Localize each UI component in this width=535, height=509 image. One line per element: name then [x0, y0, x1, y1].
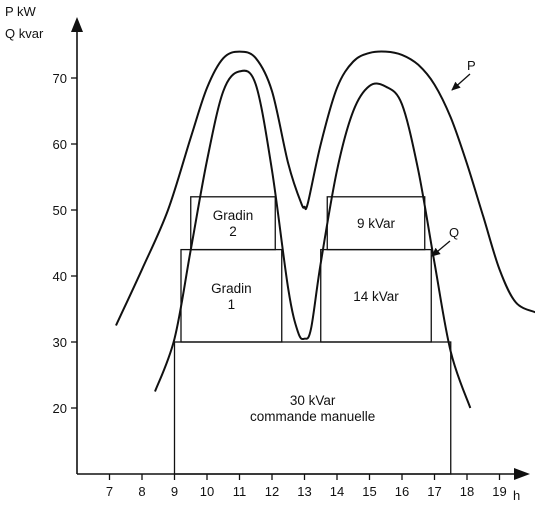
y-tick-label: 70: [53, 71, 67, 86]
x-axis-arrow: [514, 468, 530, 480]
capacitor-step-label: Gradin: [211, 281, 252, 296]
y-tick-label: 40: [53, 269, 67, 284]
capacitor-step-label: 9 kVar: [357, 216, 396, 231]
capacitor-step-box: [190, 196, 276, 251]
x-axis-unit: h: [513, 488, 520, 503]
x-tick-label: 9: [171, 484, 178, 499]
capacitor-step-label: 1: [228, 297, 236, 312]
curves-layer: [115, 50, 535, 409]
curve-label-p: P: [467, 58, 476, 73]
x-tick-label: 12: [265, 484, 279, 499]
series-line-q: [154, 69, 472, 409]
y-tick-label: 30: [53, 335, 67, 350]
y-tick-label: 20: [53, 401, 67, 416]
series-line-p: [115, 50, 535, 326]
y-tick-label: 50: [53, 203, 67, 218]
y-axis-title-line2: Q kvar: [5, 26, 44, 41]
capacitor-step-label: Gradin: [213, 208, 254, 223]
curve-pointer-p: [451, 73, 471, 91]
x-tick-label: 11: [233, 484, 247, 499]
x-tick-label: 15: [362, 484, 376, 499]
capacitor-step-box: [173, 341, 452, 475]
curve-label-q: Q: [449, 225, 459, 240]
y-axis-title-line1: P kW: [5, 4, 37, 19]
x-tick-label: 18: [460, 484, 474, 499]
x-tick-label: 13: [297, 484, 311, 499]
capacitor-step-label: commande manuelle: [250, 409, 375, 424]
capacitor-step-label: 30 kVar: [290, 393, 336, 408]
capacitor-step-label: 14 kVar: [353, 289, 399, 304]
x-tick-label: 16: [395, 484, 409, 499]
x-tick-label: 14: [330, 484, 344, 499]
capacitor-step-label: 2: [229, 224, 237, 239]
y-axis-arrow: [71, 17, 83, 32]
x-tick-label: 7: [106, 484, 113, 499]
curve-pointer-q: [431, 240, 451, 257]
x-tick-label: 19: [492, 484, 506, 499]
x-tick-label: 10: [200, 484, 214, 499]
x-tick-label: 17: [427, 484, 441, 499]
x-tick-label: 8: [138, 484, 145, 499]
y-tick-label: 60: [53, 137, 67, 152]
